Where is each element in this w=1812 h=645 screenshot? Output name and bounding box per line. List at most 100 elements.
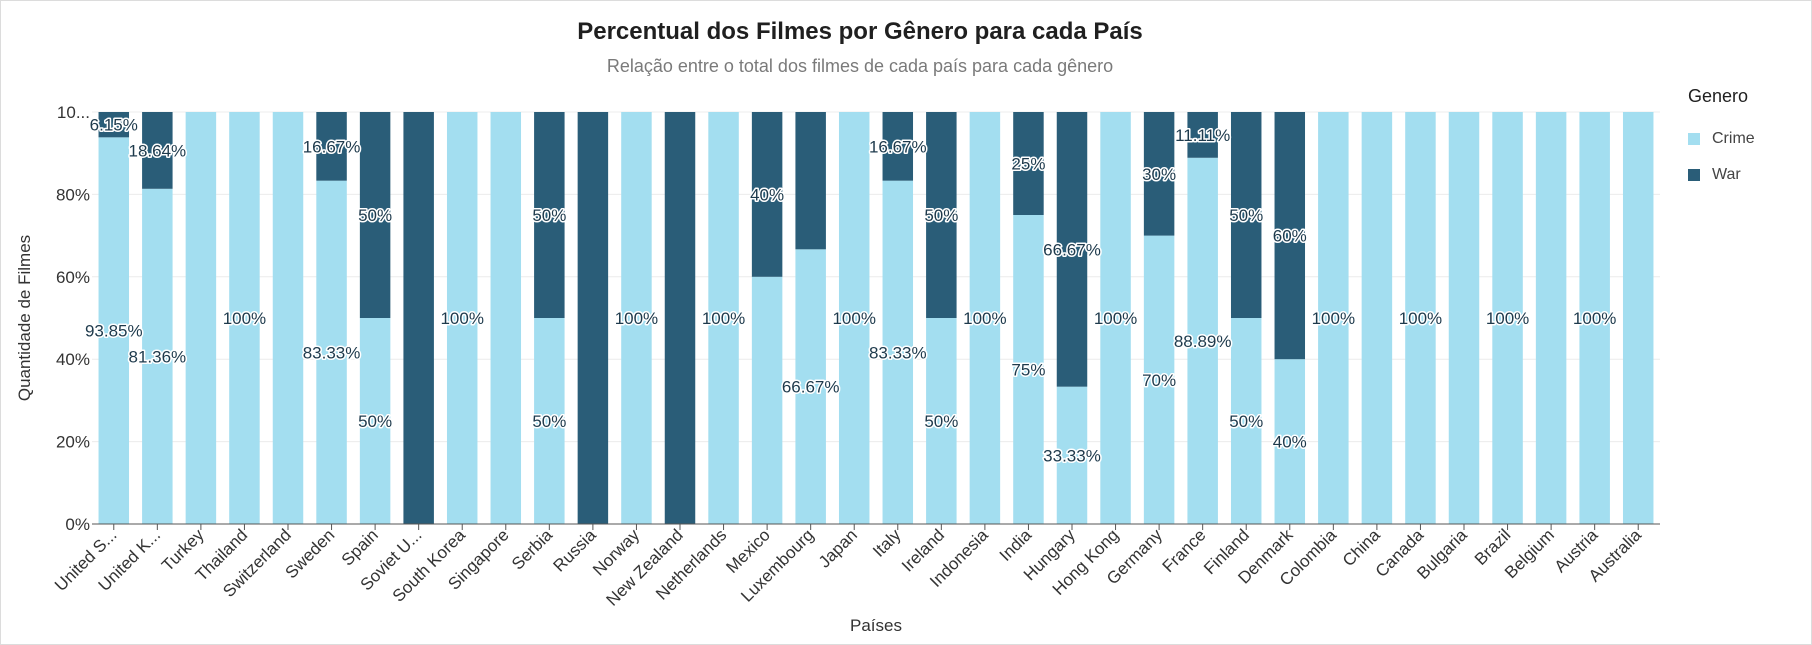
bar-crime[interactable] [926, 318, 957, 524]
bar-war[interactable] [534, 112, 565, 318]
data-label-war: 11.11% [1175, 126, 1230, 145]
bar-crime[interactable] [1056, 386, 1088, 524]
data-label-crime: 50% [1229, 412, 1263, 431]
bar-war[interactable] [1230, 112, 1262, 318]
bar-crime[interactable] [490, 112, 522, 524]
bar-crime[interactable] [751, 276, 783, 524]
bar-crime[interactable] [272, 112, 304, 524]
bar-crime[interactable] [1187, 157, 1218, 524]
data-label-crime: 83.33% [869, 343, 927, 362]
bar-crime[interactable] [621, 112, 652, 524]
bars [98, 112, 1654, 525]
bar-crime[interactable] [1448, 112, 1480, 524]
x-tick-label: Serbia [508, 525, 557, 574]
legend-item-crime[interactable]: Crime [1688, 121, 1798, 157]
bar-crime[interactable] [534, 318, 565, 524]
x-tick-label: Italy [869, 525, 905, 561]
y-tick-label: 10... [57, 103, 90, 122]
y-tick-label: 20% [56, 433, 90, 452]
data-label-war: 40% [750, 185, 784, 204]
bar-war[interactable] [664, 112, 696, 524]
bar-crime[interactable] [359, 318, 391, 524]
data-label-crime: 75% [1011, 361, 1045, 380]
bar-crime[interactable] [142, 188, 173, 524]
bar-crime[interactable] [98, 137, 130, 524]
bar-war[interactable] [1274, 112, 1306, 360]
bar-crime[interactable] [1579, 112, 1610, 524]
data-label-war: 50% [358, 206, 392, 225]
data-label-crime: 100% [223, 309, 266, 328]
bar-crime[interactable] [1492, 112, 1523, 524]
legend-swatch-crime [1688, 133, 1700, 145]
legend-label-crime: Crime [1712, 130, 1755, 147]
bar-crime[interactable] [1405, 112, 1436, 524]
data-label-war: 16.67% [869, 137, 927, 156]
x-tick-label: Japan [815, 525, 861, 571]
data-label-crime: 100% [615, 309, 658, 328]
data-label-war: 6.15% [90, 116, 138, 135]
bar-war[interactable] [926, 112, 957, 318]
bar-war[interactable] [316, 112, 347, 181]
data-label-crime: 81.36% [128, 347, 186, 366]
bar-war[interactable] [1143, 112, 1175, 236]
bar-crime[interactable] [1622, 112, 1654, 524]
y-tick-label: 60% [56, 268, 90, 287]
bar-crime[interactable] [1230, 318, 1262, 524]
legend-item-war[interactable]: War [1688, 157, 1798, 193]
bar-crime[interactable] [1318, 112, 1349, 524]
y-tick-label: 40% [56, 350, 90, 369]
data-label-crime: 33.33% [1043, 446, 1101, 465]
bar-crime[interactable] [795, 249, 826, 525]
legend: Genero Crime War [1688, 86, 1798, 193]
data-label-crime: 100% [702, 309, 745, 328]
bar-crime[interactable] [1100, 112, 1131, 524]
y-axis-title: Quantidade de Filmes [15, 235, 34, 401]
data-label-crime: 83.33% [303, 343, 361, 362]
data-label-crime: 70% [1142, 371, 1176, 390]
bar-crime[interactable] [882, 180, 914, 524]
bar-crime[interactable] [1535, 112, 1567, 524]
bar-crime[interactable] [185, 112, 217, 524]
data-label-war: 30% [1142, 165, 1176, 184]
x-tick-label: Sweden [282, 525, 339, 582]
data-label-crime: 50% [358, 412, 392, 431]
bar-crime[interactable] [1013, 215, 1044, 524]
bar-war[interactable] [795, 112, 826, 250]
legend-label-war: War [1712, 166, 1741, 183]
data-label-war: 16.67% [303, 137, 361, 156]
bar-war[interactable] [882, 112, 914, 181]
bar-war[interactable] [142, 112, 173, 189]
bar-war[interactable] [577, 112, 609, 524]
data-label-crime: 100% [1399, 309, 1442, 328]
data-label-war: 60% [1273, 227, 1307, 246]
bar-crime[interactable] [1361, 112, 1393, 524]
bar-crime[interactable] [446, 112, 478, 524]
x-tick-label: India [996, 525, 1036, 565]
chart-subtitle: Relação entre o total dos filmes de cada… [606, 56, 1114, 76]
data-label-crime: 100% [832, 309, 875, 328]
bar-crime[interactable] [316, 180, 347, 524]
data-label-crime: 100% [1486, 309, 1529, 328]
bar-war[interactable] [751, 112, 783, 277]
data-label-crime: 40% [1273, 433, 1307, 452]
data-label-crime: 93.85% [85, 322, 143, 341]
y-tick-label: 80% [56, 185, 90, 204]
bar-war[interactable] [98, 112, 130, 138]
legend-title: Genero [1688, 86, 1749, 106]
bar-crime[interactable] [969, 112, 1001, 524]
bar-crime[interactable] [838, 112, 870, 524]
bar-war[interactable] [1187, 112, 1218, 158]
bar-crime[interactable] [229, 112, 260, 524]
bar-war[interactable] [403, 112, 434, 524]
chart-title: Percentual dos Filmes por Gênero para ca… [577, 18, 1143, 45]
data-label-crime: 100% [1573, 309, 1616, 328]
bar-crime[interactable] [1143, 235, 1175, 524]
bar-war[interactable] [359, 112, 391, 318]
bar-war[interactable] [1056, 112, 1088, 387]
y-tick-label: 0% [65, 515, 90, 534]
bar-crime[interactable] [708, 112, 739, 524]
bar-crime[interactable] [1274, 359, 1306, 524]
bar-war[interactable] [1013, 112, 1044, 215]
data-label-crime: 50% [924, 412, 958, 431]
